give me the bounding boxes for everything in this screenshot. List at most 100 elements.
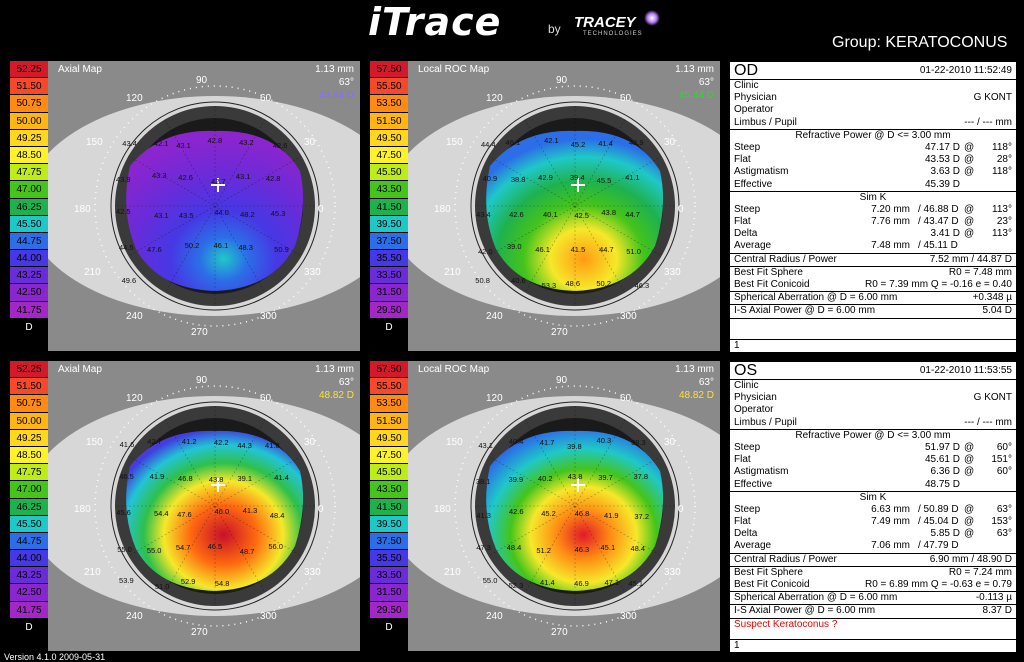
scale-step: 33.50 xyxy=(370,567,408,585)
axis-angle-label: 330 xyxy=(304,267,321,278)
at-symbol: @ xyxy=(964,503,975,515)
scale-step: 42.50 xyxy=(10,584,48,602)
scale-step: 49.50 xyxy=(370,429,408,447)
axis-angle-label: 60 xyxy=(620,393,632,404)
axis-angle-label: 90 xyxy=(196,75,208,86)
scale-step: 53.50 xyxy=(370,395,408,413)
simk-average-mm: 7.48 mm xyxy=(871,240,910,252)
axis-angle-label: 270 xyxy=(191,627,208,638)
curvature-value: 50.8 xyxy=(475,276,490,286)
curvature-value: 46.8 xyxy=(574,509,590,519)
curvature-value: 45.6 xyxy=(116,507,131,517)
scale-step: 49.25 xyxy=(10,429,48,447)
is-axial-power-label: I-S Axial Power @ D = 6.00 mm xyxy=(734,605,876,617)
simk-average-d: / 47.79 D xyxy=(918,540,959,552)
scale-step: 41.75 xyxy=(10,601,48,619)
curvature-value: 42.6 xyxy=(508,507,524,517)
curvature-value: 49.6 xyxy=(121,276,137,286)
map-type-label: Axial Map xyxy=(58,364,102,375)
curvature-value: 46.5 xyxy=(119,472,134,482)
curvature-value: 54.4 xyxy=(154,508,169,518)
curvature-value: 45.3 xyxy=(270,209,286,219)
curvature-value: 43.8 xyxy=(208,475,224,485)
scale-step: 44.75 xyxy=(10,532,48,551)
curvature-value: 39.3 xyxy=(631,438,646,448)
diameter-readout: 1.13 mm xyxy=(675,64,714,75)
topography-image xyxy=(370,361,720,651)
curvature-value: 46.1 xyxy=(213,241,229,251)
simk-flat-axis: 153° xyxy=(991,516,1012,528)
scale-step: 51.50 xyxy=(370,412,408,430)
curvature-value: 43.1 xyxy=(478,440,493,450)
axis-angle-label: 270 xyxy=(551,327,568,338)
at-symbol: @ xyxy=(964,154,975,166)
simk-flat-d: / 45.04 D xyxy=(918,516,959,528)
angle-readout: 63° xyxy=(338,377,354,388)
scale-step: 47.75 xyxy=(10,164,48,182)
effective-value: 48.75 D xyxy=(924,478,960,490)
curvature-value: 42.9 xyxy=(538,173,553,183)
at-symbol: @ xyxy=(964,516,975,528)
curvature-value: 43.4 xyxy=(476,210,491,220)
curvature-value: 41.4 xyxy=(540,578,555,588)
scale-step: 45.50 xyxy=(370,464,408,482)
steep-label: Steep xyxy=(734,141,761,153)
flat-axis: 28° xyxy=(996,154,1012,166)
curvature-value: 52.3 xyxy=(508,581,524,591)
curvature-value: 44.7 xyxy=(599,245,614,255)
curvature-value: 42.5 xyxy=(116,206,131,216)
curvature-value: 39.1 xyxy=(237,474,253,484)
scale-step: 50.00 xyxy=(10,412,48,430)
curvature-value: 50.9 xyxy=(274,244,289,254)
scale-step: 37.50 xyxy=(370,232,408,251)
scale-step: 43.50 xyxy=(370,181,408,199)
scale-step: 48.50 xyxy=(10,146,48,165)
axis-angle-label: 150 xyxy=(446,137,463,148)
scale-step: 51.50 xyxy=(10,78,48,96)
curvature-value: 43.5 xyxy=(178,210,194,220)
axis-angle-label: 210 xyxy=(444,267,461,278)
best-fit-conicoid-label: Best Fit Conicoid xyxy=(734,279,810,290)
page-number: 1 xyxy=(734,339,740,351)
curvature-value: 43.1 xyxy=(176,141,191,151)
curvature-value: 41.5 xyxy=(570,244,586,254)
os-axial-map[interactable]: 52.25 51.50 50.75 50.00 49.25 48.50 47.75 47.00… xyxy=(10,361,360,651)
central-radius-value: 7.52 mm / 44.87 D xyxy=(929,253,1012,265)
steep-value: 47.17 D xyxy=(924,141,960,153)
diameter-readout: 1.13 mm xyxy=(315,364,354,375)
od-local-roc-map[interactable]: 57.50 55.50 53.50 51.50 49.50 47.50 45.50 43.50… xyxy=(370,61,720,351)
scale-step: 37.50 xyxy=(370,532,408,551)
curvature-value: 55.0 xyxy=(117,544,132,554)
curvature-value: 43.8 xyxy=(567,471,583,481)
simk-delta-label: Delta xyxy=(734,528,758,540)
curvature-value: 40.6 xyxy=(511,276,526,286)
curvature-value: 48.7 xyxy=(239,546,255,556)
curvature-value: 40.2 xyxy=(537,474,553,484)
curvature-value: 39.4 xyxy=(569,173,585,183)
simk-flat-mm: 7.76 mm xyxy=(871,216,910,228)
axis-angle-label: 120 xyxy=(486,393,503,404)
physician-value: G KONT xyxy=(973,92,1012,104)
scale-step: 52.25 xyxy=(10,61,48,79)
od-axial-map[interactable]: 52.25 51.50 50.75 50.00 49.25 48.50 47.75 47.00… xyxy=(10,61,360,351)
curvature-value: 42.9 xyxy=(628,138,644,148)
effective-label: Effective xyxy=(734,178,773,190)
axis-angle-label: 30 xyxy=(304,137,316,148)
curvature-value: 41.1 xyxy=(625,173,640,183)
curvature-value: 51.2 xyxy=(536,546,551,556)
curvature-value: 40.1 xyxy=(543,210,558,220)
curvature-value: 42.6 xyxy=(509,209,524,219)
os-local-roc-map[interactable]: 57.50 55.50 53.50 51.50 49.50 47.50 45.50 43.50… xyxy=(370,361,720,651)
topography-image xyxy=(10,361,360,651)
at-symbol: @ xyxy=(964,203,975,215)
scale-step: 45.50 xyxy=(10,515,48,533)
curvature-value: 51.0 xyxy=(626,246,641,256)
simk-flat-label: Flat xyxy=(734,516,751,528)
curvature-value: 41.9 xyxy=(149,471,165,481)
curvature-value: 55.0 xyxy=(146,545,162,555)
curvature-value: 42.7 xyxy=(211,176,226,186)
astigmatism-label: Astigmatism xyxy=(734,466,789,478)
flat-value: 45.61 D xyxy=(924,454,960,466)
steep-axis: 118° xyxy=(992,141,1012,153)
axis-angle-label: 330 xyxy=(664,567,681,578)
